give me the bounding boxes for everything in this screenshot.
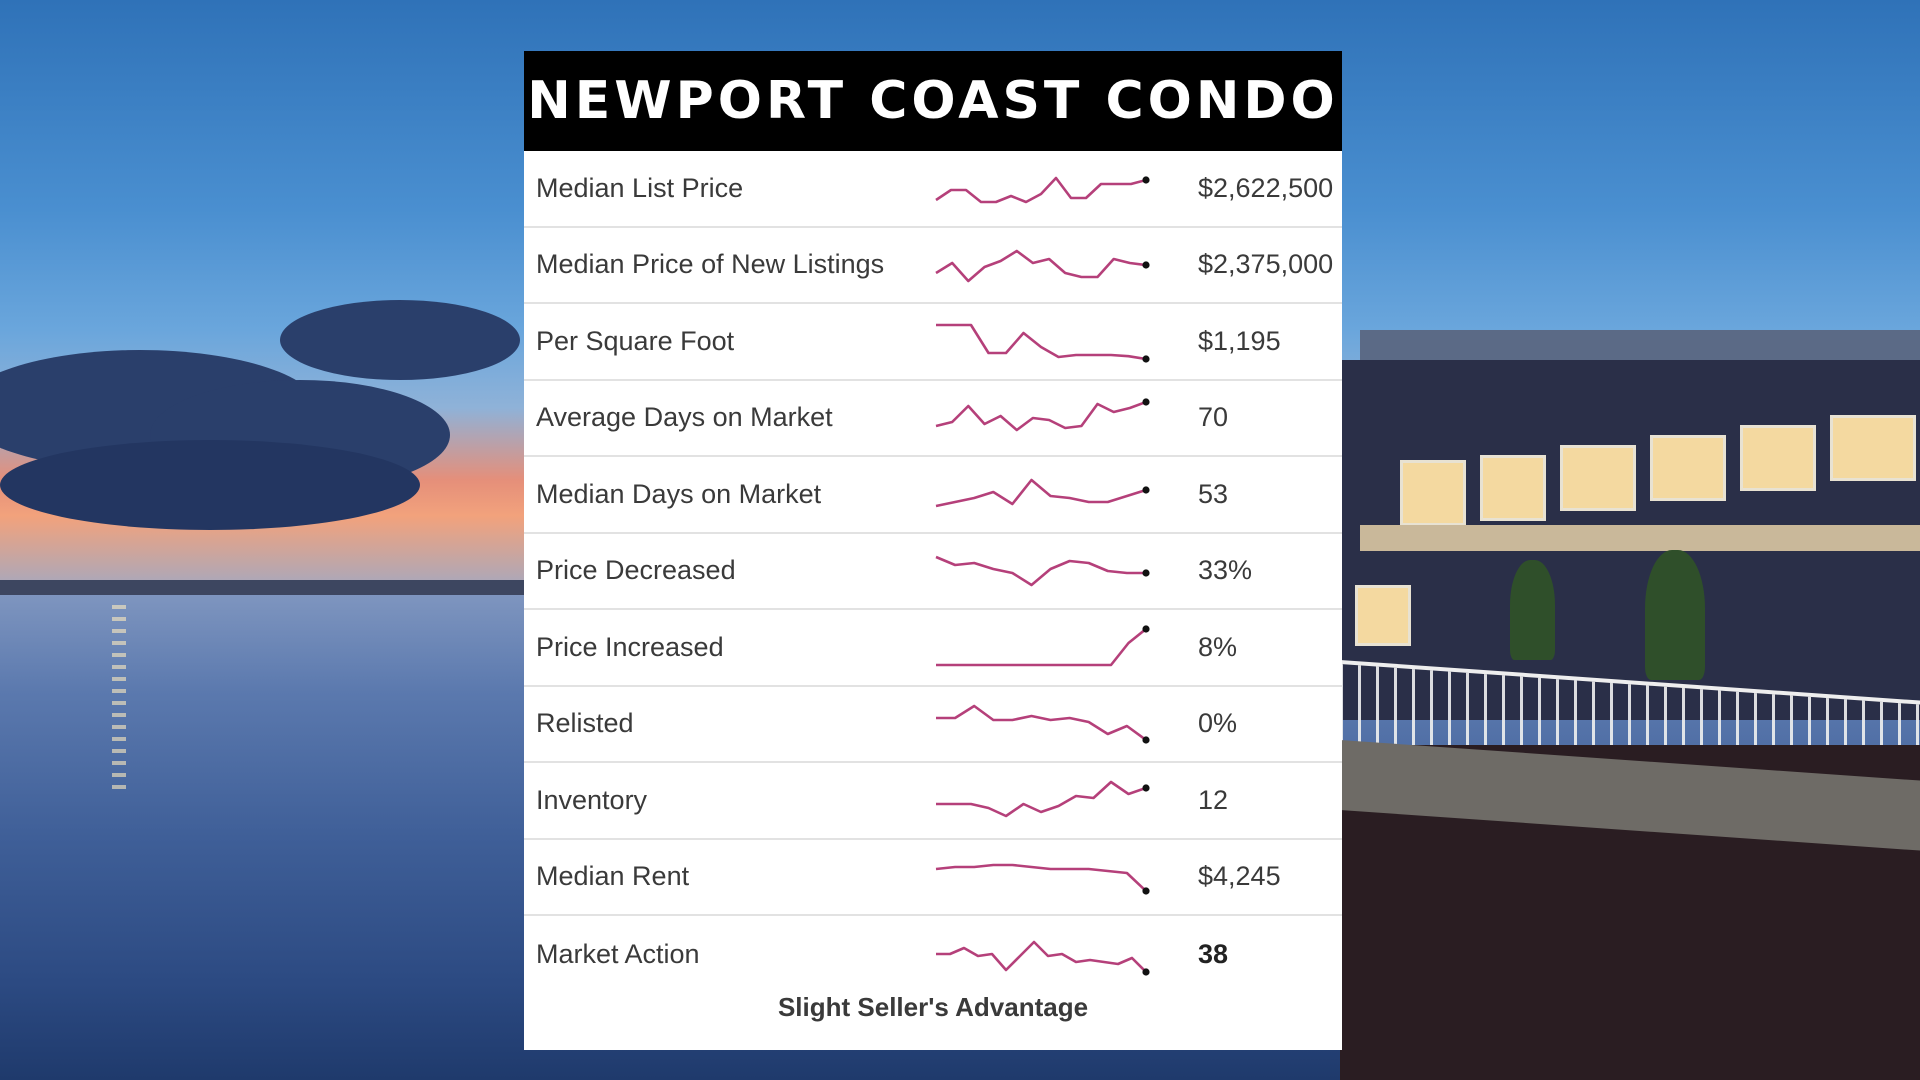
stat-row: Median Days on Market 53 [524,457,1342,534]
stat-sparkline [936,929,1192,979]
stat-value: $4,245 [1198,861,1281,892]
stat-label: Market Action [536,938,700,969]
window [1400,460,1466,526]
stat-value: $2,375,000 [1198,249,1334,280]
stat-sparkline [936,775,1192,825]
sparkline-endpoint [1142,736,1150,744]
stat-row: Median Rent $4,245 [524,840,1342,916]
stat-sparkline [936,316,1192,366]
stat-row: Price Increased 8% [524,610,1342,687]
building-band [1360,525,1920,551]
window [1560,445,1636,511]
stat-sparkline [935,546,1192,596]
sparkline-chart [935,249,1150,283]
sparkline-chart [935,176,1150,204]
market-action-summary: Slight Seller's Advantage [777,992,1089,1022]
stat-label: Median List Price [536,172,744,203]
sparkline-chart [936,940,1150,976]
water-reflection [112,605,126,795]
stat-label: Median Days on Market [536,478,822,509]
stat-row: Market Action 38 [524,916,1342,993]
sparkline-chart [936,625,1150,667]
stat-sparkline [935,240,1192,290]
stat-label: Median Rent [536,861,690,892]
card-header: NEWPORT COAST CONDO [524,51,1342,151]
sparkline-line [935,249,1147,283]
stat-sparkline [935,469,1192,519]
cloud [0,440,420,530]
sparkline-endpoint [1142,261,1150,269]
sparkline-line [936,704,1147,741]
stat-row: Inventory 12 [524,763,1342,840]
stat-value: 53 [1198,478,1229,509]
sparkline-chart [935,398,1150,432]
stat-sparkline [936,622,1192,672]
sparkline-chart [935,863,1150,895]
tree [1645,550,1705,680]
tree [1510,560,1555,660]
card-title: NEWPORT COAST CONDO [527,71,1339,131]
stat-row: Average Days on Market 70 [524,381,1342,457]
sparkline-endpoint [1142,569,1150,577]
stat-row: Price Decreased 33% [524,534,1342,610]
sparkline-line [936,940,1147,974]
sparkline-chart [936,704,1150,744]
sparkline-line [935,176,1147,204]
sparkline-chart [936,323,1150,363]
sparkline-line [935,478,1147,508]
stat-sparkline [935,852,1192,902]
stat-value: 8% [1198,631,1238,662]
sparkline-line [936,780,1147,818]
sparkline-line [936,323,1147,361]
stat-value: 70 [1198,402,1229,433]
window [1830,415,1916,481]
sparkline-endpoint [1142,486,1150,494]
stat-label: Price Increased [536,631,724,662]
stat-value: 38 [1198,938,1229,969]
stat-value: 33% [1198,555,1253,586]
sparkline-chart [936,780,1150,818]
stat-row: Median List Price $2,622,500 [524,151,1342,228]
stat-label: Median Price of New Listings [536,249,885,280]
stats-table: Median List Price $2,622,500 Median Price … [524,151,1342,993]
sparkline-line [936,628,1147,667]
stat-row: Per Square Foot $1,195 [524,304,1342,381]
stat-value: $1,195 [1198,325,1281,356]
sparkline-endpoint [1142,176,1150,184]
stat-row: Relisted 0% [524,687,1342,763]
window [1740,425,1816,491]
sparkline-endpoint [1142,968,1150,976]
sparkline-endpoint [1142,784,1150,792]
cloud [280,300,520,380]
sparkline-chart [935,555,1150,587]
sparkline-line [935,555,1146,587]
sparkline-line [935,863,1147,892]
stat-label: Per Square Foot [536,325,735,356]
window [1650,435,1726,501]
sparkline-endpoint [1142,398,1150,406]
sparkline-endpoint [1142,625,1150,633]
stat-label: Relisted [536,708,634,739]
stat-value: 12 [1198,784,1229,815]
stat-sparkline [936,699,1192,749]
sparkline-line [935,400,1147,432]
sparkline-chart [935,478,1150,508]
market-stats-card: NEWPORT COAST CONDO Median List Price $2,… [524,51,1342,1050]
stat-row: Median Price of New Listings $2,375,000 [524,228,1342,304]
stat-value: $2,622,500 [1198,172,1334,203]
stat-value: 0% [1198,708,1238,739]
stat-label: Price Decreased [536,555,736,586]
stat-label: Inventory [536,784,648,815]
window [1355,585,1411,646]
stat-label: Average Days on Market [536,402,833,433]
stat-sparkline [935,393,1192,443]
stat-sparkline [935,163,1192,213]
sparkline-endpoint [1142,887,1150,895]
sparkline-endpoint [1142,355,1150,363]
window [1480,455,1546,521]
